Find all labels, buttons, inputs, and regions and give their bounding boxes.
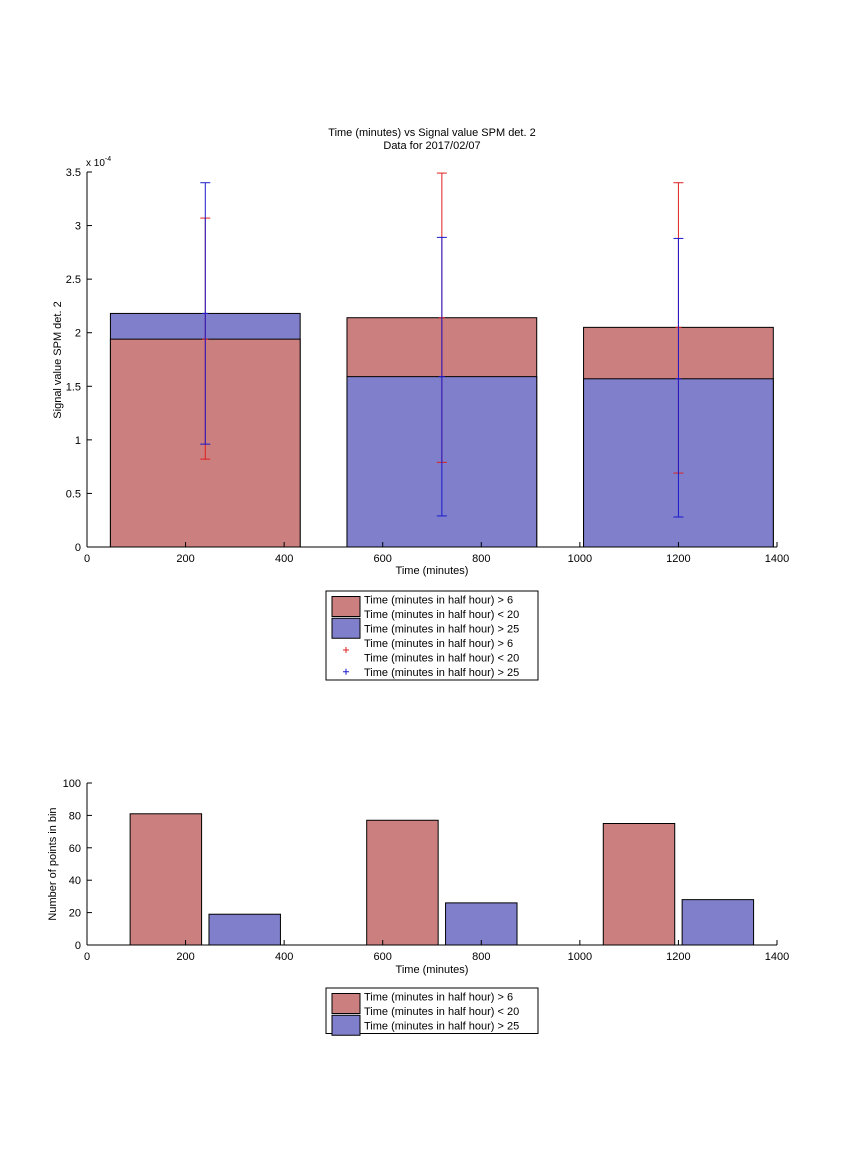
top-y-tick-label: 1 <box>75 435 81 447</box>
bottom-y-tick-label: 80 <box>69 810 81 822</box>
bottom-legend: Time (minutes in half hour) > 6 Time (min… <box>325 987 539 1036</box>
top-x-tick-label: 1200 <box>666 553 690 565</box>
count-bar-blue-series <box>445 902 518 946</box>
count-bar-red-series <box>366 819 439 946</box>
legend-swatch <box>331 993 361 1014</box>
bottom-y-tick-label: 40 <box>69 875 81 887</box>
top-x-tick-label: 1400 <box>765 553 789 565</box>
legend-box <box>325 590 539 681</box>
bottom-x-tick-label: 0 <box>84 951 90 963</box>
top-x-tick-label: 600 <box>374 553 392 565</box>
bottom-y-tick-label: 60 <box>69 843 81 855</box>
legend-swatch <box>331 617 361 639</box>
bottom-x-tick-label: 1200 <box>666 951 690 963</box>
top-x-tick-label: 0 <box>84 553 90 565</box>
top-y-tick-label: 0.5 <box>66 488 81 500</box>
bottom-x-tick-label: 200 <box>176 951 194 963</box>
bottom-x-tick-label: 1000 <box>568 951 592 963</box>
top-legend: Time (minutes in half hour) > 6 Time (min… <box>325 590 539 681</box>
legend-entry-label: Time (minutes in half hour) < 20 <box>364 1006 519 1018</box>
top-y-tick-label: 1.5 <box>66 381 81 393</box>
bottom-x-tick-label: 800 <box>472 951 490 963</box>
count-bar-blue-series <box>681 899 755 946</box>
chart-title: Time (minutes) vs Signal value SPM det. … <box>328 127 535 139</box>
bottom-y-tick-label: 100 <box>63 778 81 790</box>
bottom-y-axis-label: Number of points in bin <box>47 807 59 920</box>
bottom-y-tick-label: 0 <box>75 940 81 952</box>
bottom-plot-area: 0 200 400 600 800 1000 1200 1400 0 20 40 60 80 100 <box>63 778 790 963</box>
y-exponent-base: x 10 <box>86 158 105 169</box>
y-exponent-label: x 10-4 <box>86 156 111 169</box>
top-plot-area: 0 200 400 600 800 1000 1200 1400 0 0.5 1 1.5 2 2.5 3 3.… <box>66 167 790 565</box>
top-y-tick-label: 0 <box>75 542 81 554</box>
legend-box <box>325 987 539 1034</box>
top-x-tick-label: 800 <box>472 553 490 565</box>
legend-entry-label: Time (minutes in half hour) > 6 <box>364 992 513 1004</box>
bottom-x-axis-label: Time (minutes) <box>396 964 469 976</box>
chart-subtitle: Data for 2017/02/07 <box>383 140 480 152</box>
top-x-tick-label: 1000 <box>568 553 592 565</box>
top-y-tick-label: 2 <box>75 328 81 340</box>
count-bar-red-series <box>129 813 203 946</box>
top-y-tick-label: 3 <box>75 221 81 233</box>
bottom-x-tick-label: 1400 <box>765 951 789 963</box>
count-bar-red-series <box>602 823 676 946</box>
legend-entry-label: Time (minutes in half hour) > 25 <box>364 667 519 679</box>
legend-swatch <box>331 1014 361 1036</box>
top-x-tick-label: 400 <box>275 553 293 565</box>
bottom-y-tick-label: 20 <box>69 908 81 920</box>
top-y-tick-label: 3.5 <box>66 167 81 179</box>
y-exponent-power: -4 <box>105 156 111 163</box>
bottom-x-tick-label: 400 <box>275 951 293 963</box>
legend-swatch <box>331 596 361 617</box>
legend-entry-label: Time (minutes in half hour) < 20 <box>364 653 519 665</box>
legend-entry-label: Time (minutes in half hour) < 20 <box>364 609 519 621</box>
top-x-axis-label: Time (minutes) <box>396 565 469 577</box>
legend-entry-label: Time (minutes in half hour) > 25 <box>364 624 519 636</box>
top-y-axis-label: Signal value SPM det. 2 <box>52 301 64 418</box>
top-x-tick-label: 200 <box>176 553 194 565</box>
bottom-x-tick-label: 600 <box>374 951 392 963</box>
top-y-tick-label: 2.5 <box>66 274 81 286</box>
legend-entry-label: Time (minutes in half hour) > 6 <box>364 595 513 607</box>
legend-entry-label: Time (minutes in half hour) > 6 <box>364 638 513 650</box>
legend-entry-label: Time (minutes in half hour) > 25 <box>364 1021 519 1033</box>
count-bar-blue-series <box>208 913 281 946</box>
